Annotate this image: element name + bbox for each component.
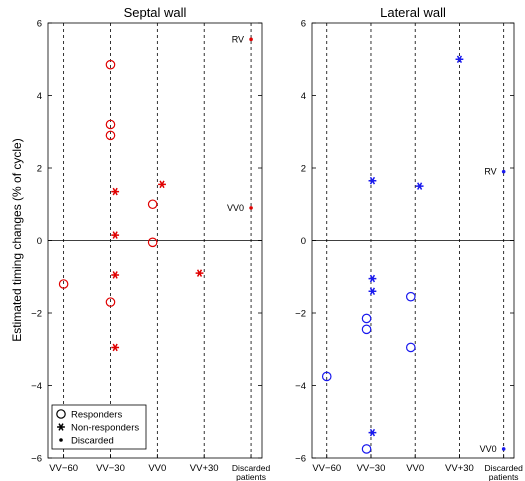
data-point: [147, 237, 158, 248]
data-point: [105, 119, 116, 130]
x-tick-label: VV−60: [312, 463, 341, 474]
series-responders: [321, 291, 416, 454]
panel-septal: Septal wall −6 −4 −2 0 2 4 6 VV−60 VV−30 VV0 VV+30 D…: [31, 5, 270, 481]
x-tick-label: VV0: [406, 463, 424, 474]
legend-label: Responders: [71, 410, 122, 421]
y-tick-label: 4: [37, 91, 42, 102]
data-point: [368, 428, 377, 437]
x-tick-label: VV−60: [49, 463, 78, 474]
point-annotation: RV: [484, 167, 496, 177]
y-tick-label: 2: [301, 164, 306, 175]
legend-label: Non-responders: [71, 423, 139, 434]
y-tick-label: 4: [301, 91, 306, 102]
y-tick-label: −6: [31, 454, 42, 465]
x-tick-label: VV+30: [190, 463, 219, 474]
point-annotation: VV0: [227, 203, 244, 213]
data-point: [368, 176, 377, 185]
y-tick-label: 0: [37, 236, 42, 247]
series-discarded: [501, 169, 506, 451]
data-point: [361, 444, 372, 454]
y-tick-label: 0: [301, 236, 306, 247]
data-point: [501, 447, 506, 451]
y-tick-label: −2: [295, 309, 306, 320]
data-point: [105, 130, 116, 141]
x-tick-label: Discarded patients: [485, 463, 524, 481]
y-tick-label: 6: [301, 19, 306, 30]
data-point: [105, 297, 116, 307]
x-tick-label: VV+30: [445, 463, 474, 474]
data-point: [111, 343, 120, 352]
x-tick-label: Discarded patients: [232, 463, 271, 481]
data-point: [455, 55, 464, 64]
x-tick-label: VV−30: [357, 463, 386, 474]
x-tick-label: VV−30: [96, 463, 125, 474]
legend-box: [51, 404, 147, 450]
legend: Responders Non-responders Discarded: [51, 404, 147, 450]
legend-marker-circle: [56, 409, 66, 419]
data-point: [368, 274, 377, 283]
y-axis-label: Estimated timing changes (% of cycle): [10, 138, 24, 341]
data-point: [105, 59, 116, 70]
data-point: [321, 371, 332, 382]
data-point: [147, 199, 158, 210]
series-non-responders: [368, 55, 464, 437]
legend-marker-dot: [59, 438, 63, 442]
panel-title: Lateral wall: [380, 5, 446, 20]
data-point: [501, 169, 506, 174]
series-responders: [58, 59, 158, 307]
y-tick-label: −6: [295, 454, 306, 465]
series-discarded: [249, 37, 253, 210]
y-tick-label: −2: [31, 309, 42, 320]
data-point: [405, 342, 416, 353]
panel-lateral: Lateral wall −6 −4 −2 0 2 4 6 VV−60 VV−30 VV0 VV+30…: [295, 5, 523, 481]
point-annotation: VV0: [480, 444, 497, 454]
data-point: [249, 206, 253, 210]
data-point: [111, 187, 120, 196]
data-point: [111, 271, 120, 279]
data-point: [415, 182, 424, 190]
data-point: [361, 324, 372, 335]
panel-title: Septal wall: [124, 5, 187, 20]
y-tick-label: −4: [295, 381, 306, 392]
data-point: [58, 279, 69, 289]
data-point: [249, 37, 253, 42]
data-point: [405, 291, 416, 302]
series-non-responders: [111, 180, 204, 352]
data-point: [361, 313, 372, 324]
data-point: [111, 231, 120, 239]
y-tick-label: −4: [31, 381, 42, 392]
legend-marker-asterisk: [57, 423, 65, 431]
x-tick-label: VV0: [148, 463, 166, 474]
y-tick-label: 6: [37, 19, 42, 30]
data-point: [158, 180, 166, 189]
data-point: [195, 269, 204, 277]
legend-label: Discarded: [71, 436, 114, 447]
data-point: [368, 287, 377, 296]
point-annotation: RV: [232, 34, 244, 44]
y-tick-label: 2: [37, 164, 42, 175]
